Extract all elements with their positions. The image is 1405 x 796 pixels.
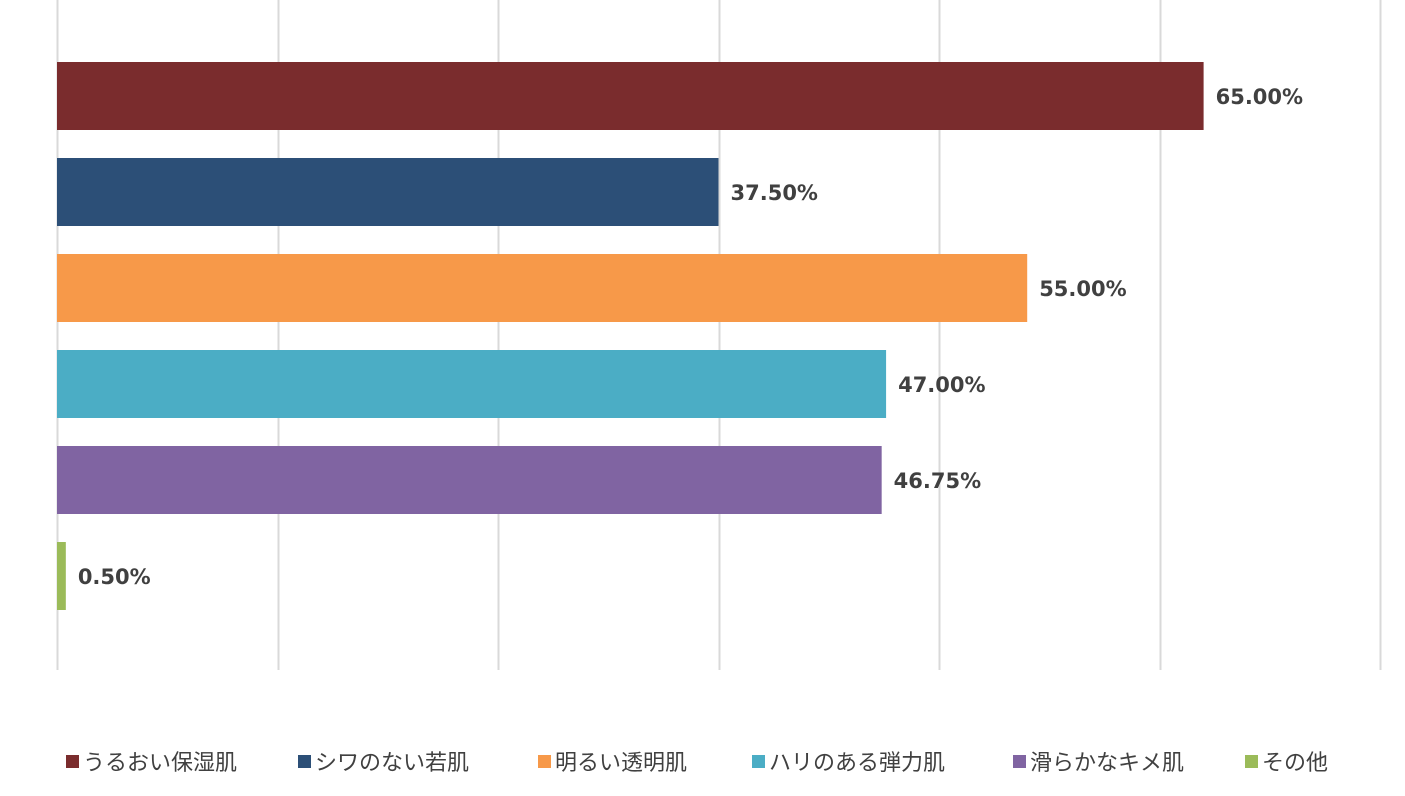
bar-1 xyxy=(57,158,719,226)
legend-swatch-4 xyxy=(1013,755,1026,768)
legend-swatch-0 xyxy=(66,755,79,768)
legend-label-0: うるおい保湿肌 xyxy=(83,751,237,776)
legend-swatch-2 xyxy=(538,755,551,768)
legend-label-2: 明るい透明肌 xyxy=(555,751,687,776)
legend-label-5: その他 xyxy=(1262,751,1328,776)
bar-3 xyxy=(57,350,887,418)
legend-label-3: ハリのある弾力肌 xyxy=(769,751,945,776)
legend: うるおい保湿肌 シワのない若肌 明るい透明肌 ハリのある弾力肌 滑らかなキメ肌 その他 xyxy=(66,751,1328,776)
legend-label-1: シワのない若肌 xyxy=(315,751,469,776)
data-labels: 65.00% 37.50% 55.00% 47.00% 46.75% 0.50% xyxy=(78,85,1303,589)
data-label-5: 0.50% xyxy=(78,565,151,589)
data-label-4: 46.75% xyxy=(894,469,981,493)
legend-swatch-5 xyxy=(1245,755,1258,768)
data-label-3: 47.00% xyxy=(898,373,985,397)
bar-2 xyxy=(57,254,1028,322)
bar-0 xyxy=(57,62,1204,130)
bar-5 xyxy=(57,542,66,610)
bars xyxy=(57,62,1204,610)
legend-swatch-1 xyxy=(298,755,311,768)
data-label-2: 55.00% xyxy=(1039,277,1126,301)
data-label-0: 65.00% xyxy=(1216,85,1303,109)
legend-label-4: 滑らかなキメ肌 xyxy=(1030,751,1184,776)
legend-swatch-3 xyxy=(752,755,765,768)
bar-4 xyxy=(57,446,882,514)
data-label-1: 37.50% xyxy=(731,181,818,205)
